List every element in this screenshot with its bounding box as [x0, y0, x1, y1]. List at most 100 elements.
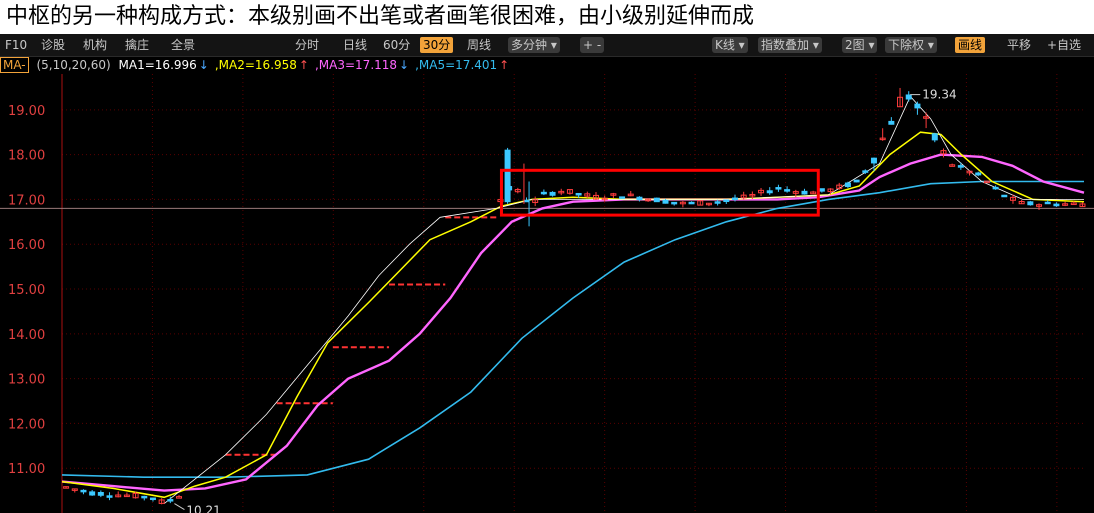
candlestick-chart[interactable]: 11.00 12.00 13.00 14.00 15.00 16.00 17.00 18.00…	[0, 74, 1094, 513]
ma-arrow-2: ↑	[298, 58, 309, 72]
candle-body	[897, 96, 904, 108]
candle-body	[540, 191, 547, 195]
candle-body	[975, 172, 982, 176]
ma-selector[interactable]: MA-	[0, 57, 29, 73]
toolbar-item-4[interactable]: 全景	[171, 38, 196, 52]
candle-body	[89, 491, 96, 496]
candle-body	[905, 94, 912, 100]
ma-indicator-bar: MA- (5,10,20,60) MA1=16.996 ↓ ,MA2=16.958 ↑…	[0, 57, 519, 73]
period-tab-5[interactable]: 多分钟 ▾	[508, 37, 560, 53]
candle-body	[688, 201, 695, 205]
candle-body	[115, 494, 122, 498]
period-tab-2[interactable]: 60分	[383, 38, 411, 52]
candle-body	[167, 499, 174, 502]
candle-body	[740, 194, 747, 199]
candle-body	[801, 190, 808, 195]
candle-body	[949, 164, 956, 167]
candle-body	[966, 170, 973, 174]
candle-body	[63, 486, 70, 489]
candle-body	[549, 191, 556, 196]
candle-body	[653, 197, 660, 203]
candle-body	[1053, 203, 1060, 207]
price-annotation: 19.34	[922, 88, 956, 102]
candle-body	[1018, 201, 1025, 205]
candle-body	[662, 199, 669, 204]
candle-body	[940, 150, 947, 155]
candle-body	[827, 188, 834, 193]
candle-body	[818, 188, 825, 192]
candle-body	[836, 184, 843, 189]
candle-body	[1044, 201, 1051, 205]
ma2-line	[61, 131, 1085, 499]
candle-body	[957, 165, 964, 168]
period-tab-3[interactable]: 30分	[420, 37, 454, 53]
candle-body	[619, 196, 626, 199]
toolbar-right-item-2[interactable]: 2图 ▾	[842, 37, 878, 53]
ma-value-4: ,MA5=17.401	[415, 58, 498, 72]
toolbar-item-1[interactable]: 诊股	[41, 38, 66, 52]
y-tick-label: 16.00	[8, 238, 45, 253]
candle-body	[1001, 194, 1008, 198]
candle-body	[931, 133, 938, 141]
period-tab-4[interactable]: 周线	[467, 38, 492, 52]
toolbar-item-3[interactable]: 擒庄	[125, 38, 150, 52]
period-tab-6[interactable]: + -	[580, 37, 605, 53]
ma-value-3: ,MA3=17.118	[314, 58, 398, 72]
candle-body	[1009, 196, 1016, 201]
ma-arrow-3: ↓	[399, 58, 410, 72]
candle-body	[758, 189, 765, 194]
candle-body	[627, 193, 634, 197]
ma-values: MA1=16.996 ↓ ,MA2=16.958 ↑ ,MA3=17.118 ↓ ,MA5=…	[119, 58, 516, 72]
candle-body	[853, 179, 860, 183]
candle-body	[992, 186, 999, 190]
chart-toolbar: F10 诊股 机构 擒庄 全景 分时 日线 60分 30分 周线 多分钟 ▾ + - K线 ▾ 指数叠加 …	[0, 34, 1094, 57]
y-tick-label: 17.00	[8, 193, 45, 208]
candle-body	[1062, 203, 1069, 206]
candle-body	[176, 496, 183, 499]
y-tick-label: 19.00	[8, 104, 45, 119]
candle-body	[158, 499, 165, 504]
period-tab-0[interactable]: 分时	[295, 38, 320, 52]
candle-body	[1079, 203, 1086, 208]
ma-value-1: MA1=16.996	[118, 58, 197, 72]
toolbar-right-item-4[interactable]: 画线	[955, 37, 986, 53]
toolbar-right-item-3[interactable]: 下除权 ▾	[885, 37, 937, 53]
candle-body	[610, 193, 617, 196]
candle-body	[514, 189, 521, 193]
y-tick-label: 13.00	[8, 373, 45, 388]
candle-body	[1036, 204, 1043, 207]
toolbar-item-2[interactable]: 机构	[83, 38, 108, 52]
candle-body	[914, 103, 921, 109]
ma3-line	[61, 153, 1085, 492]
toolbar-right-item-6[interactable]: +自选	[1047, 38, 1082, 52]
candle-body	[566, 189, 573, 194]
candle-body	[97, 492, 104, 496]
toolbar-right-item-0[interactable]: K线 ▾	[712, 37, 748, 53]
candle-body	[80, 489, 87, 493]
toolbar-right-item-1[interactable]: 指数叠加 ▾	[758, 37, 822, 53]
candle-body	[636, 196, 643, 201]
period-tab-1[interactable]: 日线	[343, 38, 368, 52]
y-tick-label: 12.00	[8, 417, 45, 432]
candle-body	[558, 190, 565, 194]
candle-body	[844, 182, 851, 188]
candle-body	[714, 201, 721, 204]
candle-body	[775, 187, 782, 190]
toolbar-item-0[interactable]: F10	[5, 38, 28, 52]
candle-body	[723, 199, 730, 203]
candle-body	[784, 189, 791, 192]
candle-body	[679, 201, 686, 205]
candle-body	[870, 157, 877, 164]
candle-body	[532, 199, 539, 203]
candle-body	[923, 116, 930, 119]
candle-body	[766, 190, 773, 194]
candle-body	[106, 495, 113, 498]
chart-terminal: F10 诊股 机构 擒庄 全景 分时 日线 60分 30分 周线 多分钟 ▾ + - K线 ▾ 指数叠加 …	[0, 34, 1094, 513]
annotation-leader	[174, 503, 185, 511]
price-annotation: 10.21	[186, 504, 220, 513]
candle-body	[132, 492, 139, 499]
candle-body	[123, 494, 130, 498]
toolbar-right-item-5[interactable]: 平移	[1007, 38, 1032, 52]
zhongshu-box	[499, 168, 820, 217]
candle-body	[749, 193, 756, 197]
